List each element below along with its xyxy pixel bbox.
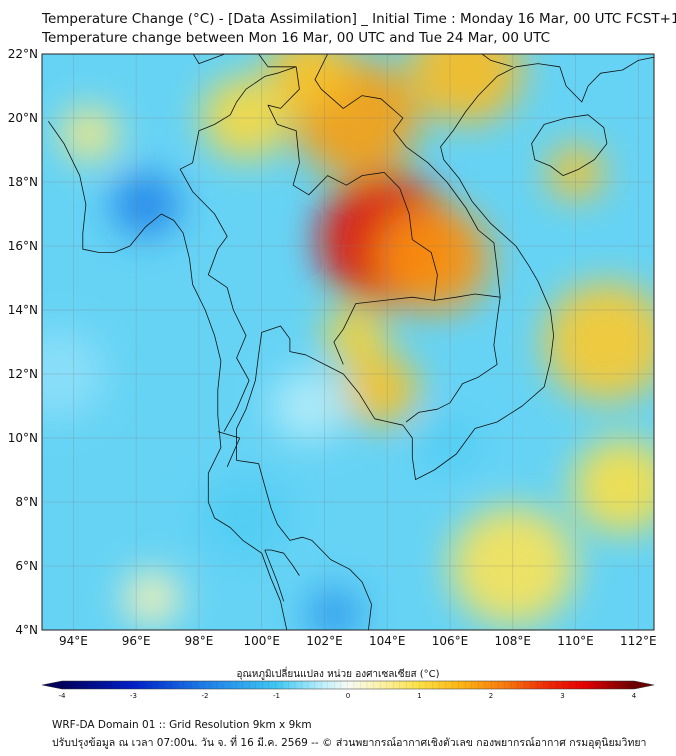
lon-tick-label: 94°E bbox=[58, 634, 88, 648]
lon-tick-label: 98°E bbox=[184, 634, 214, 648]
lat-tick-label: 22°N bbox=[7, 47, 38, 61]
temperature-anomaly-9 bbox=[547, 145, 604, 200]
lat-tick-label: 6°N bbox=[15, 559, 38, 573]
map-title-line-1: Temperature Change (°C) - [Data Assimila… bbox=[42, 11, 676, 27]
lon-tick-label: 102°E bbox=[306, 634, 343, 648]
lon-tick-label: 104°E bbox=[368, 634, 406, 648]
temperature-anomaly-5 bbox=[267, 54, 350, 109]
lon-tick-label: 96°E bbox=[121, 634, 151, 648]
temperature-anomaly-4 bbox=[409, 54, 523, 124]
boundary-line-7 bbox=[405, 293, 501, 423]
temperature-anomaly-20 bbox=[271, 370, 347, 442]
boundary-line-5 bbox=[179, 66, 297, 432]
temperature-anomaly-12 bbox=[450, 506, 576, 626]
boundary-line-9 bbox=[192, 54, 297, 68]
lon-tick-label: 110°E bbox=[557, 634, 594, 648]
temperature-anomaly-13 bbox=[60, 107, 118, 161]
colorbar-label: อุณหภูมิเปลี่ยนแปลง หน่วย องศาเซลเซียส (… bbox=[236, 669, 440, 680]
colorbar-min-arrow bbox=[42, 681, 62, 689]
lon-tick-label: 112°E bbox=[620, 634, 657, 648]
temperature-anomaly-7 bbox=[343, 354, 419, 426]
colorbar-tick-label: 1 bbox=[417, 692, 422, 700]
boundary-line-3 bbox=[531, 114, 608, 176]
colorbar-tick-label: -2 bbox=[201, 692, 209, 700]
boundary-line-4 bbox=[267, 66, 438, 365]
temperature-anomaly-14 bbox=[111, 171, 181, 238]
colorbar bbox=[41, 680, 655, 690]
coastlines-and-borders bbox=[47, 54, 654, 630]
colorbar-tick-label: 0 bbox=[345, 692, 351, 700]
map-title-line-2: Temperature change between Mon 16 Mar, 0… bbox=[42, 30, 551, 46]
temperature-field bbox=[42, 54, 654, 630]
boundary-line-6 bbox=[314, 54, 501, 298]
temperature-anomaly-10 bbox=[544, 282, 654, 402]
lat-tick-label: 4°N bbox=[15, 623, 38, 637]
temperature-anomaly-16 bbox=[418, 414, 482, 475]
temperature-anomaly-8 bbox=[324, 305, 388, 366]
temperature-anomaly-17 bbox=[198, 473, 294, 563]
temperature-anomaly-2 bbox=[377, 205, 491, 313]
temperature-anomaly-15 bbox=[305, 587, 363, 630]
boundary-line-12 bbox=[217, 431, 241, 467]
colorbar-tick-label: 4 bbox=[631, 692, 637, 700]
lat-tick-label: 12°N bbox=[7, 367, 38, 381]
colorbar-steps bbox=[62, 681, 634, 689]
colorbar-max-arrow bbox=[634, 681, 654, 689]
colorbar-tick-label: -3 bbox=[130, 692, 137, 700]
colorbar-tick-label: 2 bbox=[488, 692, 494, 700]
lat-tick-label: 10°N bbox=[7, 431, 38, 445]
footer-model-info: WRF-DA Domain 01 :: Grid Resolution 9km … bbox=[52, 719, 312, 731]
lat-tick-label: 14°N bbox=[7, 303, 38, 317]
boundary-line-10 bbox=[264, 549, 300, 576]
graticule bbox=[42, 54, 654, 630]
boundary-line-11 bbox=[264, 549, 285, 602]
colorbar-tick-label: -1 bbox=[273, 692, 280, 700]
boundary-line-2 bbox=[236, 56, 654, 630]
temperature-anomaly-19 bbox=[42, 329, 105, 419]
temperature-anomaly-18 bbox=[123, 571, 181, 625]
map-frame bbox=[41, 53, 655, 631]
colorbar-tick-label: -4 bbox=[58, 692, 66, 700]
lon-tick-label: 108°E bbox=[494, 634, 532, 648]
lat-tick-label: 8°N bbox=[15, 495, 38, 509]
lat-tick-label: 16°N bbox=[7, 239, 38, 253]
lat-tick-label: 18°N bbox=[7, 175, 38, 189]
colorbar-tick-label: 3 bbox=[560, 692, 565, 700]
boundary-line-1 bbox=[47, 120, 288, 630]
temperature-anomaly-6 bbox=[202, 76, 290, 160]
lon-tick-label: 100°E bbox=[243, 634, 280, 648]
lat-tick-label: 20°N bbox=[7, 111, 38, 125]
lon-tick-label: 106°E bbox=[431, 634, 469, 648]
colorbar-outline bbox=[41, 680, 655, 690]
footer-credit: ปรับปรุงข้อมูล ณ เวลา 07:00น. วัน จ. ที่… bbox=[52, 737, 647, 749]
temperature-anomaly-11 bbox=[572, 438, 654, 534]
